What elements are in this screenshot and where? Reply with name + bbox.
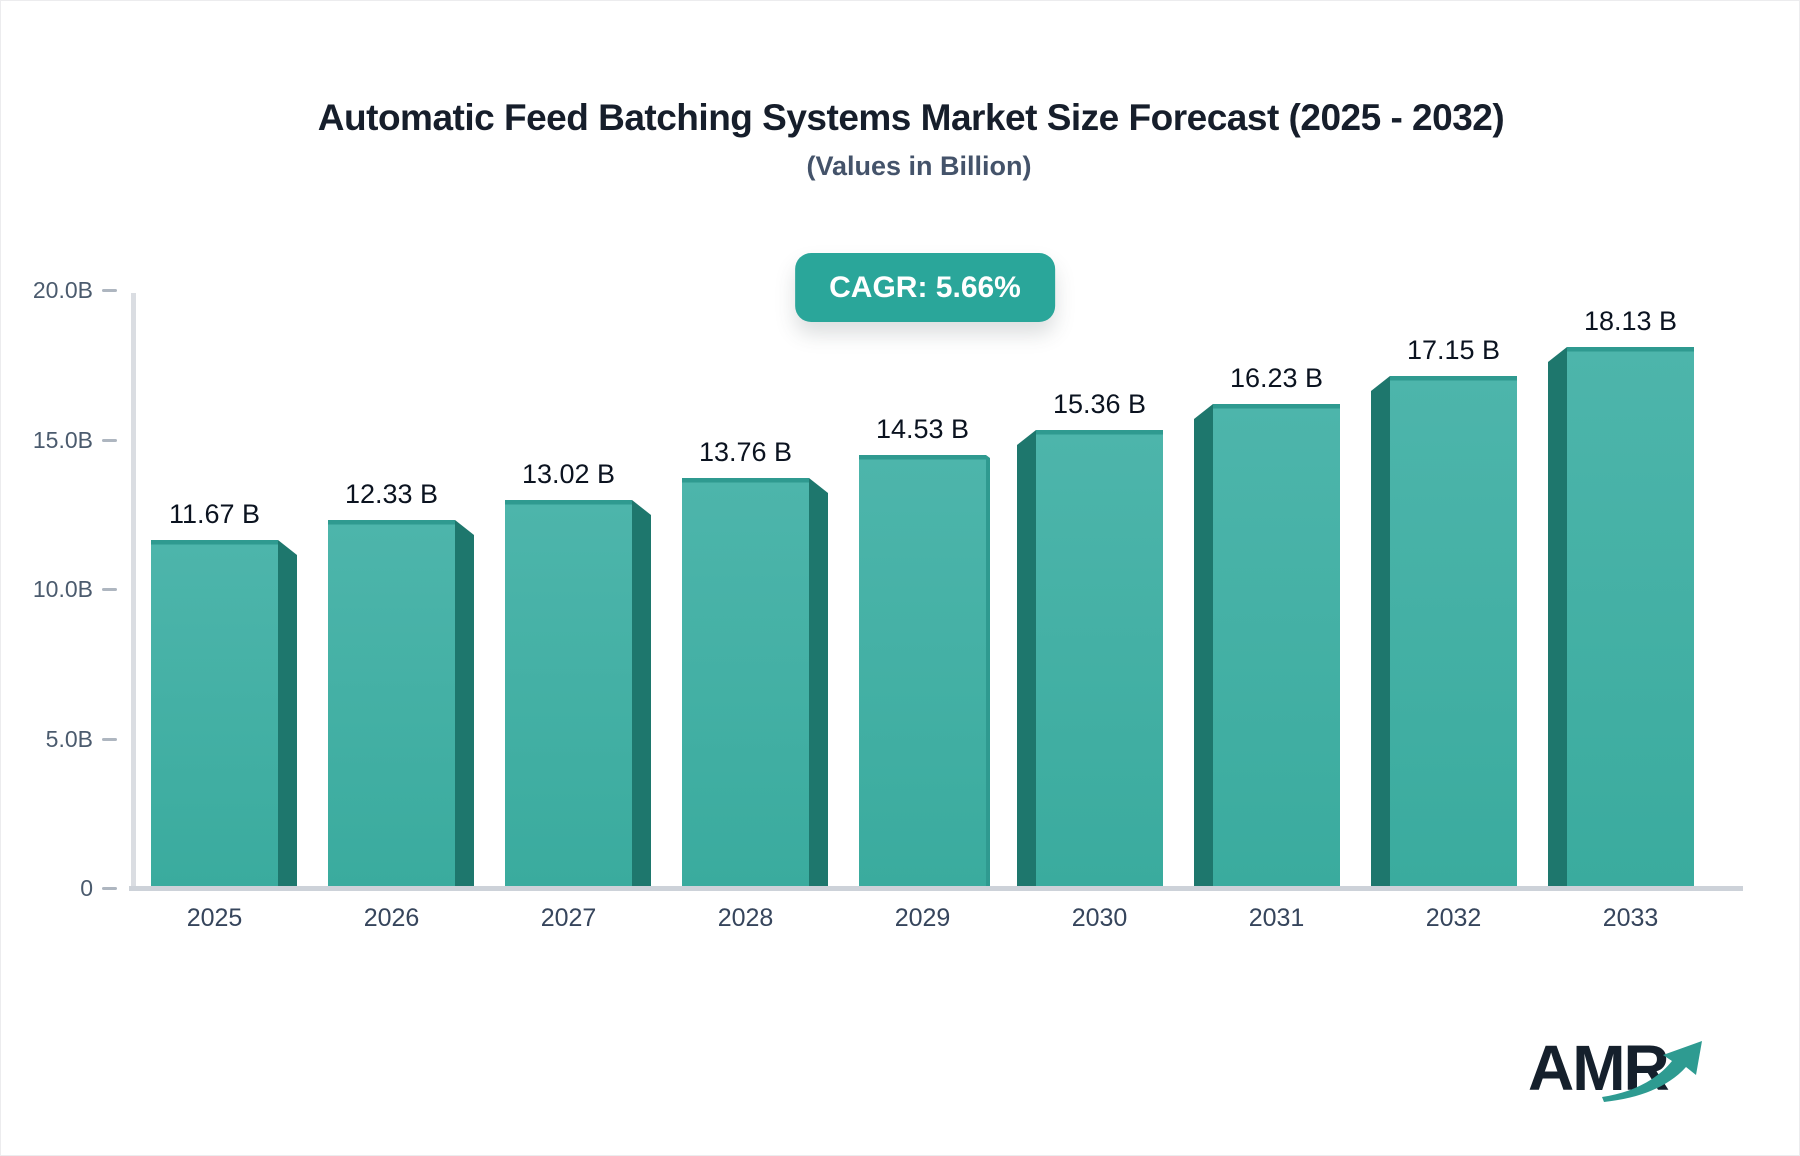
cagr-badge: CAGR: 5.66% — [795, 253, 1055, 322]
bar-value-label: 12.33 B — [344, 479, 439, 509]
y-axis-tick-label: 15.0B — [32, 426, 93, 453]
chart-title: Automatic Feed Batching Systems Market S… — [317, 97, 1505, 138]
y-axis-tick-label: 10.0B — [32, 576, 93, 602]
bar-2032 — [1390, 376, 1517, 889]
bar-side-2029 — [986, 455, 990, 889]
bar-2031 — [1213, 404, 1340, 889]
x-axis-label: 2033 — [1602, 904, 1659, 932]
bar-2029 — [859, 455, 986, 889]
bar-value-label: 14.53 B — [875, 414, 970, 444]
bar-2027 — [505, 500, 632, 889]
x-axis-label: 2031 — [1248, 904, 1305, 932]
bar-value-label: 13.76 B — [698, 437, 793, 467]
bar-2033 — [1567, 347, 1694, 889]
x-axis-label: 2026 — [363, 904, 420, 932]
x-axis-label: 2025 — [186, 904, 243, 932]
bar-value-label: 18.13 B — [1583, 306, 1678, 336]
y-axis-tick-mark — [102, 438, 117, 442]
bar-value-label: 15.36 B — [1052, 389, 1147, 419]
bar-side-2032 — [1371, 376, 1390, 889]
bar-side-2030 — [1017, 430, 1036, 889]
bar-value-label: 16.23 B — [1229, 363, 1324, 393]
bar-value-label: 11.67 B — [168, 499, 261, 529]
chart-subtitle: (Values in Billion) — [806, 151, 1032, 181]
y-axis-tick-mark — [102, 887, 117, 890]
bar-2025 — [151, 540, 278, 889]
x-axis-line — [129, 886, 1743, 891]
bar-value-label: 17.15 B — [1406, 335, 1501, 365]
bar-side-2027 — [632, 500, 651, 889]
y-axis-tick-mark — [102, 588, 117, 591]
bar-side-2031 — [1194, 404, 1213, 889]
x-axis-label: 2027 — [540, 904, 597, 932]
bar-2030 — [1036, 430, 1163, 889]
bar-side-2028 — [809, 478, 828, 889]
bar-side-2025 — [278, 540, 297, 889]
amr-logo: AMR — [1528, 1031, 1738, 1121]
y-axis-tick-mark — [102, 737, 117, 741]
x-axis-label: 2028 — [717, 904, 774, 932]
bar-value-label: 13.02 B — [521, 459, 616, 489]
bar-2026 — [328, 520, 455, 889]
x-axis-label: 2032 — [1425, 904, 1482, 932]
bar-2028 — [682, 478, 809, 889]
x-axis-label: 2030 — [1071, 904, 1128, 932]
y-axis-line — [131, 293, 136, 889]
y-axis-tick-mark — [102, 289, 117, 292]
y-axis-tick-label: 20.0B — [32, 277, 93, 303]
bar-side-2033 — [1548, 347, 1567, 889]
bar-side-2026 — [455, 520, 474, 889]
y-axis-tick-label: 5.0B — [45, 725, 93, 752]
growth-arrow-icon — [1602, 1041, 1702, 1102]
y-axis-tick-label: 0 — [80, 875, 93, 901]
x-axis-label: 2029 — [894, 904, 951, 932]
